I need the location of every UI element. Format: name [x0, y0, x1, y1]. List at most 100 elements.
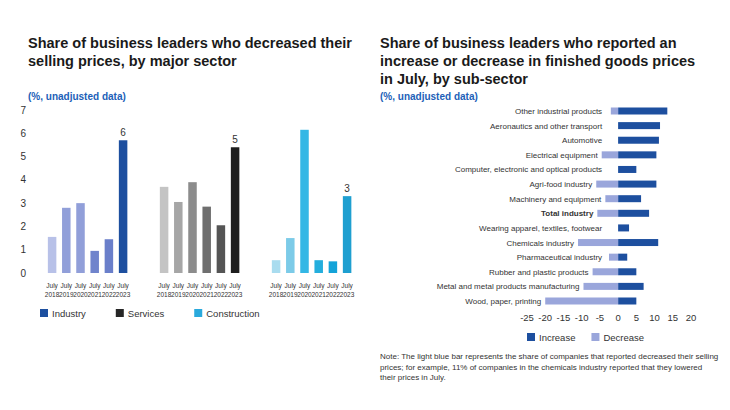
- x-tick-label-line: 2023: [116, 291, 131, 298]
- bar: [618, 166, 619, 173]
- x-tick-label-line: July: [187, 282, 199, 290]
- x-tick-label-line: July: [173, 282, 185, 290]
- bar: [618, 210, 649, 217]
- x-tick-label: -10: [575, 312, 589, 323]
- x-tick-label-line: 2023: [228, 291, 243, 298]
- y-tick-label: 5: [20, 151, 26, 162]
- y-tick-label: Other industrial products: [515, 107, 602, 116]
- x-tick-label-line: 2019: [171, 291, 186, 298]
- bar: [231, 147, 240, 273]
- y-tick-label: 2: [20, 221, 26, 232]
- legend-swatch: [116, 309, 124, 317]
- bar: [62, 208, 71, 273]
- legend-label: Decrease: [603, 332, 644, 343]
- y-tick-label: Automotive: [562, 136, 603, 145]
- x-tick-label-line: July: [285, 282, 297, 290]
- x-tick-label-line: 2021: [87, 291, 102, 298]
- legend-swatch: [591, 333, 599, 341]
- bar: [286, 238, 295, 273]
- bar: [618, 181, 656, 188]
- bar: [314, 260, 323, 273]
- x-tick-label: -25: [520, 312, 534, 323]
- bar: [618, 122, 619, 129]
- x-tick-label: July2019: [59, 282, 74, 298]
- x-tick-label: July2019: [283, 282, 298, 298]
- x-tick-label-line: July: [299, 282, 311, 290]
- y-tick-label: 3: [20, 198, 26, 209]
- x-tick-label: July2018: [269, 282, 284, 298]
- x-tick-label: July2023: [340, 282, 355, 298]
- y-tick-label: Wood, paper, printing: [465, 297, 541, 306]
- y-tick-label: Pharmaceutical industry: [517, 253, 602, 262]
- x-tick-label-line: 2022: [102, 291, 117, 298]
- x-tick-label: 15: [667, 312, 678, 323]
- legend-swatch: [194, 309, 202, 317]
- bar: [217, 225, 226, 273]
- bar: [611, 108, 618, 115]
- bar: [618, 122, 660, 129]
- y-tick-label: 7: [20, 105, 26, 116]
- y-tick-label: Chemicals industry: [506, 239, 574, 248]
- legend-label: Services: [128, 308, 165, 319]
- bar: [593, 268, 619, 275]
- x-tick-label: -15: [557, 312, 571, 323]
- bar: [618, 268, 636, 275]
- y-tick-label: 4: [20, 174, 26, 185]
- y-tick-label: 0: [20, 268, 26, 279]
- x-tick-label-line: 2019: [283, 291, 298, 298]
- y-tick-label: Total industry: [541, 209, 594, 218]
- bar: [545, 298, 618, 305]
- x-tick-label-line: 2020: [73, 291, 88, 298]
- bar: [618, 137, 619, 144]
- x-tick-label-line: 2020: [185, 291, 200, 298]
- bar: [583, 283, 618, 290]
- bar: [300, 130, 309, 273]
- x-tick-label-line: July: [75, 282, 87, 290]
- x-tick-label-line: July: [89, 282, 101, 290]
- x-tick-label-line: July: [327, 282, 339, 290]
- x-tick-label: -20: [538, 312, 552, 323]
- x-tick-label: July2018: [45, 282, 60, 298]
- x-tick-label: July2022: [326, 282, 341, 298]
- bar: [343, 196, 352, 273]
- bar: [160, 187, 169, 273]
- y-tick-label: Rubber and plastic products: [489, 268, 589, 277]
- chart-subtitle: (%, unadjusted data): [380, 91, 478, 102]
- bar: [272, 260, 281, 273]
- chart-title: Share of business leaders who decreased …: [28, 34, 373, 70]
- bar: [76, 203, 85, 273]
- x-tick-label-line: 2021: [199, 291, 214, 298]
- bar: [329, 261, 338, 273]
- bar: [605, 195, 618, 202]
- bar: [174, 202, 183, 273]
- bar: [202, 207, 211, 273]
- bar: [618, 137, 659, 144]
- bar: [618, 298, 636, 305]
- x-tick-label: 10: [649, 312, 660, 323]
- bar: [618, 224, 629, 231]
- y-tick-label: Computer, electronic and optical product…: [455, 165, 602, 174]
- x-tick-label: 0: [615, 312, 620, 323]
- x-tick-label: July2020: [297, 282, 312, 298]
- legend-label: Industry: [52, 308, 86, 319]
- bar: [578, 239, 618, 246]
- legend-swatch: [40, 309, 48, 317]
- bar: [618, 239, 658, 246]
- bar: [618, 224, 619, 231]
- x-tick-label: July2019: [171, 282, 186, 298]
- y-tick-label: Electrical equipment: [526, 151, 599, 160]
- x-tick-label-line: 2019: [59, 291, 74, 298]
- legend-label: Increase: [539, 332, 575, 343]
- x-tick-label: 5: [634, 312, 639, 323]
- x-tick-label-line: July: [46, 282, 58, 290]
- x-tick-label-line: July: [341, 282, 353, 290]
- x-tick-label-line: July: [103, 282, 115, 290]
- x-tick-label-line: July: [229, 282, 241, 290]
- x-tick-label: July2021: [199, 282, 214, 298]
- y-tick-label: 6: [20, 128, 26, 139]
- bars: [48, 130, 352, 273]
- x-tick-label-line: 2022: [214, 291, 229, 298]
- x-tick-label: July2023: [228, 282, 243, 298]
- data-label: 5: [232, 134, 238, 145]
- data-label: 6: [120, 127, 126, 138]
